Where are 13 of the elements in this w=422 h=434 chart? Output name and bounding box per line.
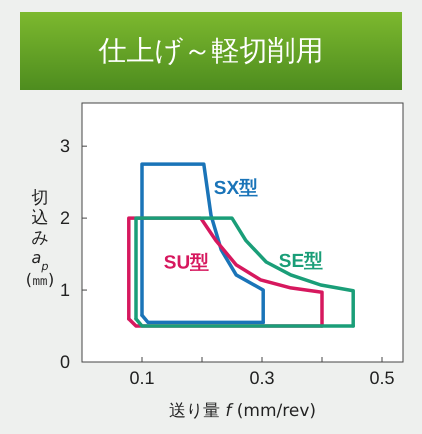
y-axis-title: 切込み a$_{p}$ (㎜) — [26, 188, 54, 289]
y-tick-label: 0 — [60, 352, 70, 372]
y-tick-label: 3 — [60, 136, 70, 156]
x-tick-label: 0.3 — [249, 368, 275, 388]
x-axis-title: 送り量 f (mm/rev) — [168, 401, 316, 421]
series-label: SE型 — [278, 251, 324, 272]
chart-title: 仕上げ～軽切削用 — [98, 34, 324, 67]
x-tick-label: 0.5 — [369, 368, 395, 388]
y-tick-label: 1 — [60, 280, 70, 300]
y-tick-label: 2 — [60, 208, 70, 228]
x-tick-label: 0.1 — [129, 368, 155, 388]
series-label: SX型 — [214, 178, 258, 200]
series-label: SU型 — [164, 252, 210, 274]
